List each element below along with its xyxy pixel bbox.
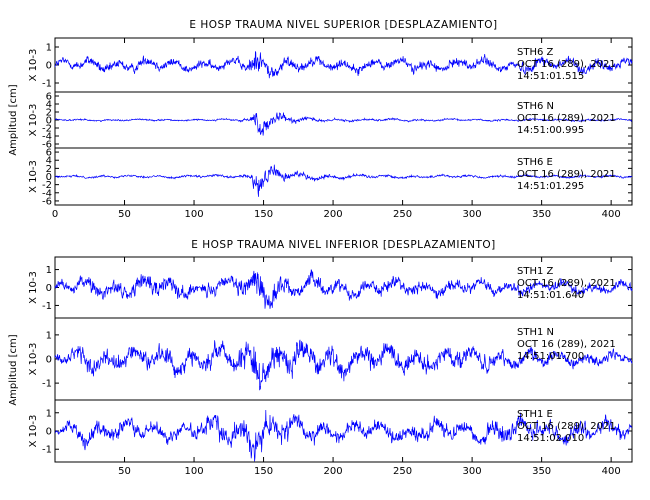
x-tick-label: 50 <box>118 209 131 220</box>
y-tick-label: -1 <box>42 379 52 390</box>
y-tick-label: -1 <box>42 79 52 90</box>
station-info-line: STH1 Z <box>517 266 554 277</box>
station-info-line: OCT 16 (289), 2021 <box>517 278 616 289</box>
station-info-line: 14:51:01.640 <box>517 290 584 301</box>
x-tick-label: 100 <box>184 209 203 220</box>
y-tick-label: 6 <box>46 92 52 103</box>
x-tick-label: 50 <box>118 466 131 477</box>
y-tick-label: 2 <box>46 108 52 119</box>
y-tick-label: 4 <box>46 156 52 167</box>
scale-label: X 10-3 <box>28 104 39 137</box>
x-tick-label: 150 <box>254 209 273 220</box>
y-tick-label: -6 <box>42 140 52 151</box>
station-info-line: 14:51:02.010 <box>517 433 584 444</box>
x-tick-label: 150 <box>254 466 273 477</box>
y-tick-label: 0 <box>46 172 52 183</box>
y-tick-label: 0 <box>46 61 52 72</box>
station-info-line: OCT 16 (289), 2021 <box>517 421 616 432</box>
station-info-line: 14:51:01.700 <box>517 351 584 362</box>
y-tick-label: 1 <box>46 330 52 341</box>
x-tick-label: 250 <box>393 466 412 477</box>
y-tick-label: 6 <box>46 148 52 159</box>
waveform-sth1-n <box>54 339 633 391</box>
station-info-line: STH1 N <box>517 327 554 338</box>
x-tick-label: 400 <box>602 209 621 220</box>
x-tick-label: 100 <box>184 466 203 477</box>
station-info-line: STH6 E <box>517 157 553 168</box>
y-axis-label: Amplitud [cm] <box>8 334 19 405</box>
y-tick-label: -2 <box>42 124 52 135</box>
y-tick-label: 0 <box>46 427 52 438</box>
y-tick-label: 4 <box>46 100 52 111</box>
waveform-sth6-e <box>54 164 633 197</box>
station-info-line: STH6 Z <box>517 47 554 58</box>
station-info-line: 14:51:00.995 <box>517 125 584 136</box>
station-info-line: STH6 N <box>517 101 554 112</box>
waveform-sth6-n <box>54 112 632 136</box>
waveform-sth1-e <box>54 409 633 462</box>
x-tick-label: 300 <box>463 466 482 477</box>
x-tick-label: 0 <box>52 209 58 220</box>
x-tick-label: 300 <box>463 209 482 220</box>
scale-label: X 10-3 <box>28 343 39 376</box>
chart-title: E HOSP TRAUMA NIVEL INFERIOR [DESPLAZAMI… <box>191 239 495 251</box>
station-info-line: OCT 16 (289), 2021 <box>517 339 616 350</box>
y-tick-label: -4 <box>42 132 52 143</box>
station-info-line: 14:51:01.295 <box>517 181 584 192</box>
chart-title: E HOSP TRAUMA NIVEL SUPERIOR [DESPLAZAMI… <box>189 19 497 31</box>
x-tick-label: 200 <box>324 466 343 477</box>
y-tick-label: 1 <box>46 43 52 54</box>
station-info-line: OCT 16 (289), 2021 <box>517 169 616 180</box>
station-info-line: STH1 E <box>517 409 553 420</box>
y-tick-label: 2 <box>46 164 52 175</box>
station-info-line: OCT 16 (289), 2021 <box>517 59 616 70</box>
x-tick-label: 200 <box>324 209 343 220</box>
x-tick-label: 400 <box>602 466 621 477</box>
chart-nivel-superior: E HOSP TRAUMA NIVEL SUPERIOR [DESPLAZAMI… <box>8 19 633 220</box>
chart-nivel-inferior: E HOSP TRAUMA NIVEL INFERIOR [DESPLAZAMI… <box>8 239 633 477</box>
y-tick-label: 1 <box>46 408 52 419</box>
station-info-line: OCT 16 (289), 2021 <box>517 113 616 124</box>
x-tick-label: 350 <box>532 209 551 220</box>
scale-label: X 10-3 <box>28 415 39 448</box>
y-tick-label: -1 <box>42 301 52 312</box>
y-axis-label: Amplitud [cm] <box>8 84 19 155</box>
scale-label: X 10-3 <box>28 49 39 82</box>
y-tick-label: 1 <box>46 265 52 276</box>
scale-label: X 10-3 <box>28 271 39 304</box>
y-tick-label: 0 <box>46 355 52 366</box>
y-tick-label: -6 <box>42 196 52 207</box>
x-tick-label: 250 <box>393 209 412 220</box>
scale-label: X 10-3 <box>28 160 39 193</box>
y-tick-label: 0 <box>46 116 52 127</box>
station-info-line: 14:51:01.515 <box>517 71 584 82</box>
y-tick-label: -2 <box>42 180 52 191</box>
y-tick-label: -4 <box>42 188 52 199</box>
x-tick-label: 350 <box>532 466 551 477</box>
y-tick-label: 0 <box>46 283 52 294</box>
waveform-sth6-z <box>54 51 633 79</box>
waveform-sth1-z <box>54 269 633 309</box>
y-tick-label: -1 <box>42 445 52 456</box>
